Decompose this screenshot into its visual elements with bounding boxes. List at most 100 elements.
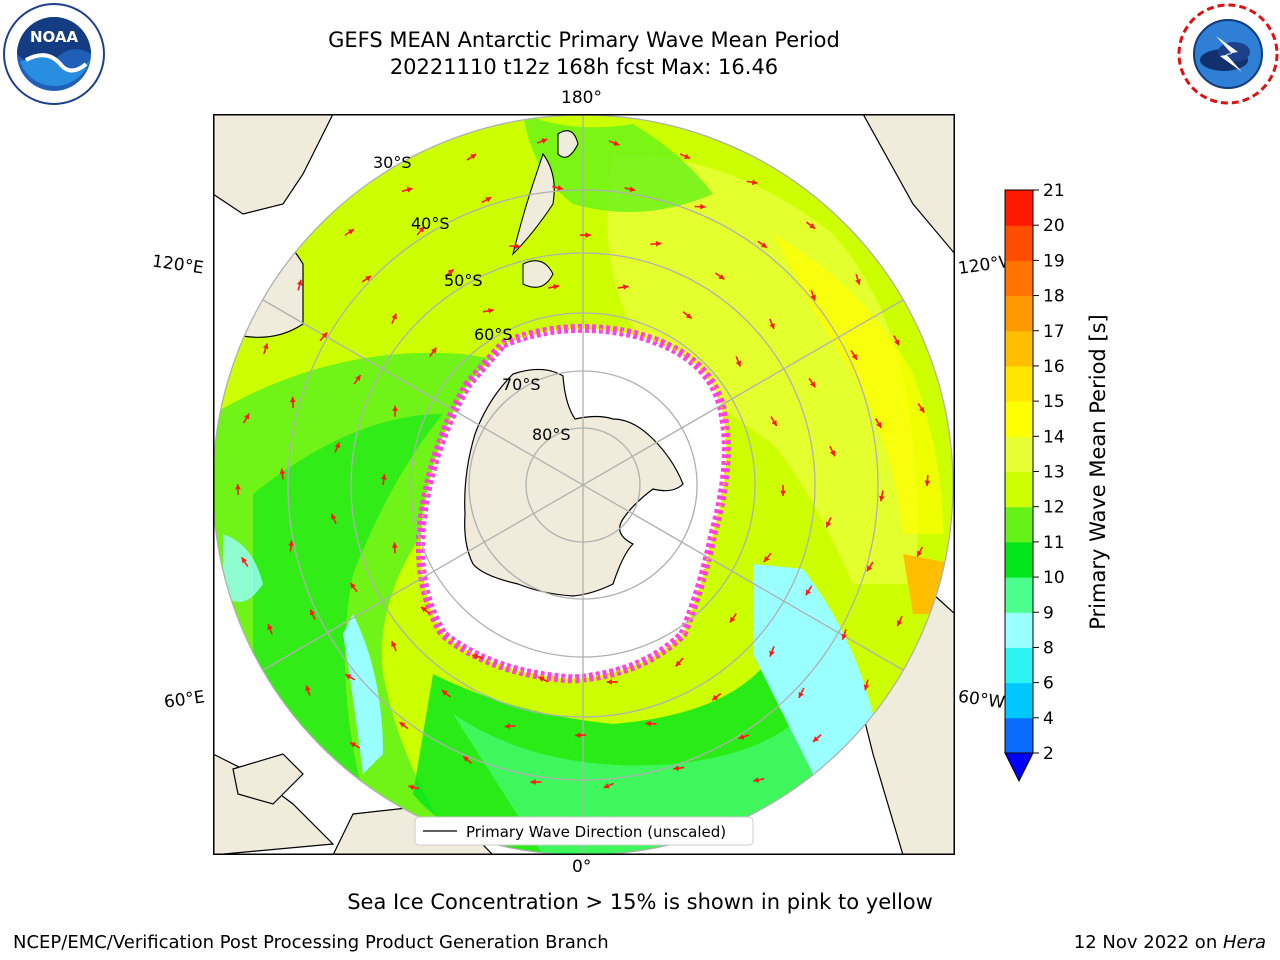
wave-arrow-head [289,396,296,403]
wave-arrow-head [235,483,241,490]
wave-arrow-head [391,542,398,548]
wave-arrow-head [530,779,536,785]
colorbar-tick-label: 19 [1043,251,1065,271]
wave-arrow-head [585,232,591,238]
wave-arrow-head [763,555,770,562]
map-legend: Primary Wave Direction (unscaled) [414,816,754,846]
wave-arrow-head [347,229,354,235]
wave-arrow-head [685,312,692,319]
wave-arrow-head [655,240,662,247]
wave-arrow-head [321,332,328,339]
colorbar-tick-label: 10 [1043,568,1065,588]
wave-arrow-head [421,606,428,613]
wave-arrow-head [876,421,882,428]
wave-arrow-head [418,226,425,233]
wave-arrow-head [603,783,610,789]
colorbar-tick-label: 6 [1043,674,1054,694]
wave-arrow-head [334,442,340,449]
wave-arrow-head [406,187,413,193]
wave-arrow-head [392,405,399,411]
polar-map: 30°S 40°S 50°S 60°S 70°S 80°S Primary Wa… [213,114,955,855]
wave-arrow-head [825,521,832,528]
noaa-logo: NOAA [3,3,105,105]
wave-arrow-head [504,723,511,730]
noaa-logo-label: NOAA [30,28,79,46]
wave-arrow-head [738,734,745,740]
wave-arrow-head [470,154,477,160]
wave-arrow-head [855,278,861,285]
wave-arrow-head [622,284,629,290]
wave-arrow-head [408,784,415,791]
colorbar-bin [1005,260,1033,297]
colorbar-bin [1005,647,1033,684]
lon-label-180: 180° [561,88,602,108]
colorbar-tick-label: 12 [1043,498,1065,518]
colorbar-bin [1005,577,1033,613]
sea-ice-caption: Sea Ice Concentration > 15% is shown in … [347,890,933,914]
colorbar-tick-label: 4 [1043,709,1054,729]
colorbar-tick-label: 11 [1043,533,1065,553]
wave-arrow-head [355,375,361,382]
wave-arrow-head [879,495,885,502]
wave-arrow-head [771,419,777,426]
wave-arrow-head [809,381,816,388]
wave-arrow-head [712,694,719,701]
wave-arrow-head [391,313,397,320]
wave-arrow-head [809,223,816,229]
wave-arrow-head [485,197,492,203]
lat-label-60s: 60°S [474,325,513,344]
colorbar-bin [1005,365,1033,402]
lat-label-40s: 40°S [411,214,450,233]
wave-arrow-head [296,279,303,286]
wave-arrow-head [380,474,387,480]
colorbar-bin [1005,330,1033,367]
wave-arrow-head [769,650,775,657]
lat-label-70s: 70°S [502,375,541,394]
colorbar-bin [1005,717,1033,754]
wave-arrow-head [810,294,816,301]
wave-arrow-head [673,765,679,772]
wave-arrow-head [472,653,479,660]
colorbar-tick-label: 8 [1043,638,1054,658]
wave-arrow-head [897,620,903,627]
lon-label-0: 0° [572,857,592,877]
wave-arrow-head [441,690,448,696]
colorbar-tick-label: 20 [1043,216,1065,236]
wave-arrow-head [350,582,356,589]
wave-arrow-head [391,641,397,648]
wave-arrow-head [684,153,691,159]
wave-arrow-head [267,624,273,630]
wave-arrow-head [729,616,736,623]
colorbar-tick-label: 16 [1043,357,1065,377]
wave-arrow-head [557,185,564,191]
wave-arrow-head [863,684,870,691]
lon-label-60e: 60°E [162,687,207,713]
lat-label-50s: 50°S [444,271,483,290]
wave-arrow-head [753,777,760,783]
wave-arrow-head [812,736,819,742]
wave-arrow-head [279,468,286,475]
colorbar-tick-label: 9 [1043,603,1054,623]
wave-arrow-head [829,450,836,457]
colorbar-bin [1005,612,1033,648]
wave-arrow-head [613,140,620,146]
forecast-subtitle: 20221110 t12z 168h fcst Max: 16.46 [389,55,779,79]
wave-arrow-head [430,347,437,354]
wave-arrow-head [331,513,337,520]
footer-machine: Hera [1222,932,1266,953]
colorbar-label: Primary Wave Mean Period [s] [1086,314,1110,630]
wave-arrow-head [851,353,857,360]
wave-arrow-head [718,273,725,280]
wave-arrow-head [488,307,494,314]
map-title: GEFS MEAN Antarctic Primary Wave Mean Pe… [328,28,840,52]
colorbar-under-extension [1004,752,1034,783]
wave-arrow-head [735,360,742,367]
colorbar-bin [1005,541,1033,578]
legend-label: Primary Wave Direction (unscaled) [466,823,726,841]
lat-label-30s: 30°S [373,153,412,172]
nws-logo [1177,3,1279,105]
wave-direction-arrows [235,138,931,791]
colorbar-bin [1005,471,1033,508]
colorbar-tick-label: 14 [1043,427,1065,447]
wave-arrow-head [924,480,931,486]
